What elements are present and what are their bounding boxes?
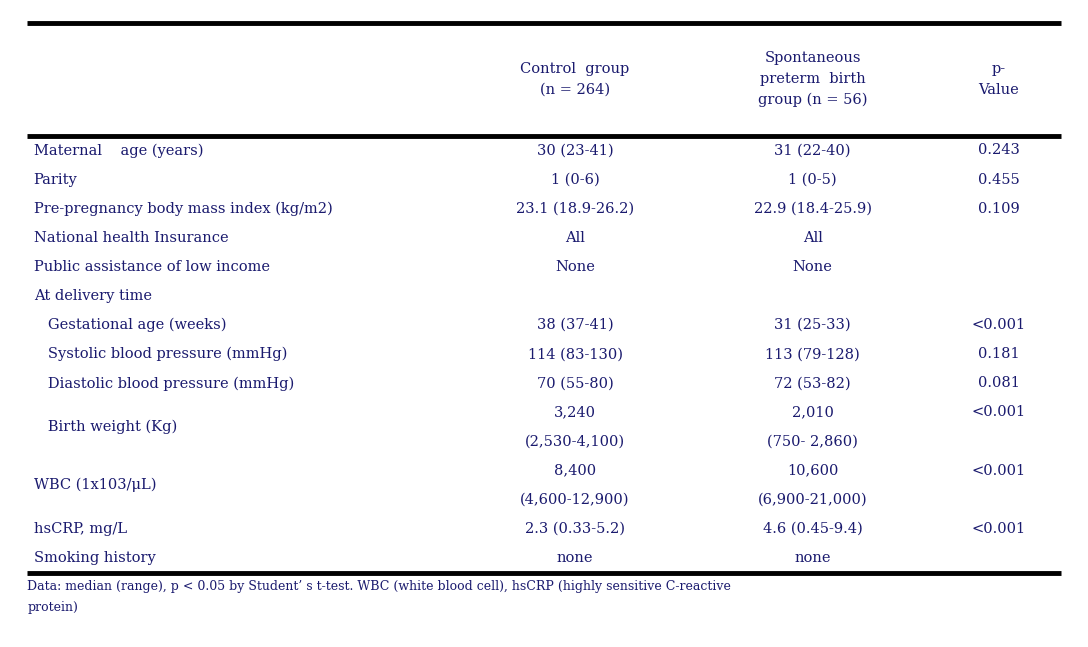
Text: Smoking history: Smoking history [34,551,156,565]
Text: None: None [555,260,595,274]
Text: (4,600-12,900): (4,600-12,900) [520,493,630,507]
Text: Spontaneous
preterm  birth
group (n = 56): Spontaneous preterm birth group (n = 56) [758,51,867,107]
Text: 30 (23-41): 30 (23-41) [536,144,614,157]
Text: <0.001: <0.001 [972,464,1026,477]
Text: <0.001: <0.001 [972,318,1026,332]
Text: 8,400: 8,400 [554,464,596,477]
Text: 2.3 (0.33-5.2): 2.3 (0.33-5.2) [526,522,625,536]
Text: 2,010: 2,010 [792,406,833,419]
Text: All: All [803,231,823,245]
Text: (2,530-4,100): (2,530-4,100) [524,435,626,448]
Text: none: none [557,551,593,565]
Text: 31 (22-40): 31 (22-40) [775,144,851,157]
Text: (750- 2,860): (750- 2,860) [767,435,858,448]
Text: 0.243: 0.243 [978,144,1019,157]
Text: Birth weight (Kg): Birth weight (Kg) [34,420,177,434]
Text: All: All [565,231,585,245]
Text: 23.1 (18.9-26.2): 23.1 (18.9-26.2) [516,202,634,215]
Text: 0.455: 0.455 [978,173,1019,186]
Text: None: None [793,260,832,274]
Text: 4.6 (0.45-9.4): 4.6 (0.45-9.4) [763,522,863,536]
Text: (6,900-21,000): (6,900-21,000) [758,493,867,507]
Text: Systolic blood pressure (mmHg): Systolic blood pressure (mmHg) [34,347,287,362]
Text: Public assistance of low income: Public assistance of low income [34,260,270,274]
Text: Pre-pregnancy body mass index (kg/m2): Pre-pregnancy body mass index (kg/m2) [34,201,333,216]
Text: 1 (0-5): 1 (0-5) [789,173,837,186]
Text: p-
Value: p- Value [978,62,1019,96]
Text: none: none [794,551,831,565]
Text: 31 (25-33): 31 (25-33) [775,318,851,332]
Text: 114 (83-130): 114 (83-130) [528,347,622,361]
Text: 10,600: 10,600 [787,464,839,477]
Text: 0.109: 0.109 [978,202,1019,215]
Text: 22.9 (18.4-25.9): 22.9 (18.4-25.9) [754,202,871,215]
Text: Control  group
(n = 264): Control group (n = 264) [520,62,630,96]
Text: <0.001: <0.001 [972,406,1026,419]
Text: At delivery time: At delivery time [34,289,151,303]
Text: 1 (0-6): 1 (0-6) [551,173,599,186]
Text: Parity: Parity [34,173,77,186]
Text: WBC (1x103/μL): WBC (1x103/μL) [34,478,157,492]
Text: 38 (37-41): 38 (37-41) [536,318,614,332]
Text: Data: median (range), p < 0.05 by Student’ s t-test. WBC (white blood cell), hsC: Data: median (range), p < 0.05 by Studen… [27,580,731,615]
Text: Maternal    age (years): Maternal age (years) [34,143,203,158]
Text: 0.081: 0.081 [978,377,1019,390]
Text: <0.001: <0.001 [972,522,1026,536]
Text: 0.181: 0.181 [978,347,1019,361]
Text: Diastolic blood pressure (mmHg): Diastolic blood pressure (mmHg) [34,376,294,391]
Text: National health Insurance: National health Insurance [34,231,228,245]
Text: Gestational age (weeks): Gestational age (weeks) [34,318,226,333]
Text: 70 (55-80): 70 (55-80) [536,377,614,390]
Text: 72 (53-82): 72 (53-82) [775,377,851,390]
Text: 3,240: 3,240 [554,406,596,419]
Text: 113 (79-128): 113 (79-128) [765,347,861,361]
Text: hsCRP, mg/L: hsCRP, mg/L [34,522,127,536]
